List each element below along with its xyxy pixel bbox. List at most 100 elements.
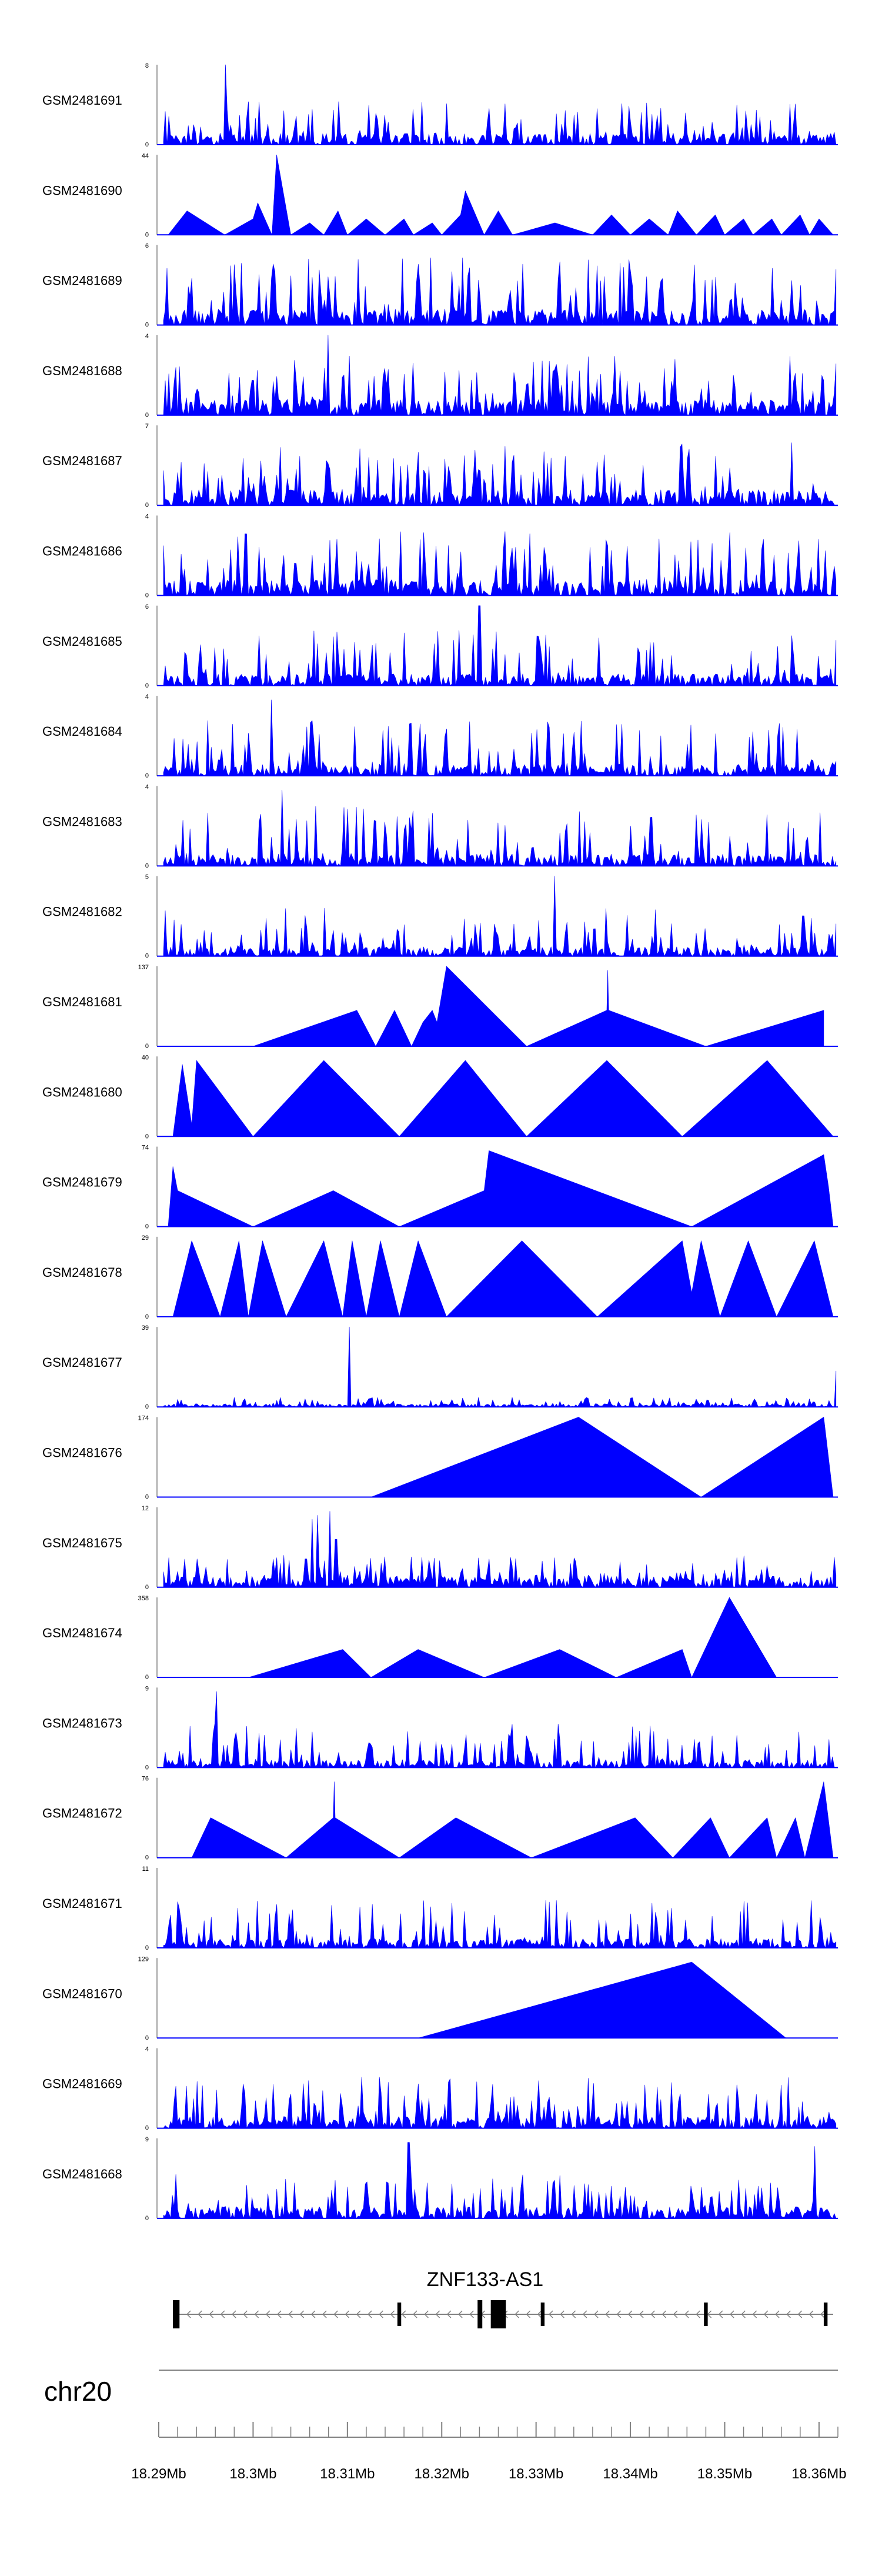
track-ymax-label: 44 (142, 152, 149, 159)
track-ymin-label: 0 (145, 2034, 149, 2041)
coverage-area (163, 2142, 837, 2219)
strand-arrow (209, 2310, 214, 2318)
strand-arrow (345, 2310, 350, 2318)
track-label: GSM2481669 (42, 2077, 122, 2091)
tick-label: 18.35Mb (697, 2466, 752, 2482)
track-ymax-label: 9 (145, 1685, 149, 1692)
strand-arrow (605, 2310, 610, 2318)
track-ymin-label: 0 (145, 1133, 149, 1140)
track-GSM2481679: GSM2481679 74 0 (42, 1144, 838, 1230)
track-GSM2481683: GSM2481683 4 0 (42, 783, 838, 869)
strand-arrow (446, 2310, 452, 2318)
track-ymin-label: 0 (145, 1764, 149, 1771)
track-GSM2481678: GSM2481678 29 0 (42, 1234, 838, 1320)
strand-arrow (639, 2310, 644, 2318)
track-ymax-label: 4 (145, 333, 149, 340)
strand-arrow (707, 2310, 712, 2318)
track-GSM2481680: GSM2481680 40 0 (42, 1054, 838, 1140)
track-label: GSM2481691 (42, 93, 122, 108)
coverage-area (163, 1691, 837, 1768)
track-ymax-label: 8 (145, 62, 149, 69)
track-GSM2481691: GSM2481691 8 0 (42, 62, 838, 148)
coverage-area (163, 258, 837, 325)
tick-label: 18.33Mb (509, 2466, 563, 2482)
track-GSM2481670: GSM2481670 129 0 (42, 1956, 838, 2041)
track-ymin-label: 0 (145, 1403, 149, 1410)
strand-arrow (514, 2310, 519, 2318)
track-label: GSM2481675 (42, 1536, 122, 1550)
track-ymin-label: 0 (145, 1043, 149, 1050)
track-GSM2481673: GSM2481673 9 0 (42, 1685, 838, 1771)
coverage-area (248, 1597, 777, 1678)
track-label: GSM2481673 (42, 1716, 122, 1730)
track-ymin-label: 0 (145, 953, 149, 960)
exon (490, 2300, 506, 2328)
coverage-area (163, 605, 837, 686)
strand-arrow (333, 2310, 338, 2318)
strand-arrow (277, 2310, 282, 2318)
coverage-area (172, 1060, 834, 1137)
coverage-area (168, 155, 834, 235)
strand-arrow (186, 2310, 191, 2318)
strand-arrow (368, 2310, 372, 2318)
exon (704, 2303, 708, 2326)
track-ymax-label: 9 (145, 2136, 149, 2143)
track-ymin-label: 0 (145, 2125, 149, 2132)
strand-arrow (808, 2310, 814, 2318)
strand-arrow (616, 2310, 622, 2318)
tick-label: 18.29Mb (131, 2466, 186, 2482)
axis-ticks: 18.29Mb 18.3Mb 18.31Mb 18.32Mb 18.33Mb 18.34M… (131, 2422, 847, 2482)
track-ymax-label: 5 (145, 874, 149, 881)
coverage-area (163, 1511, 837, 1588)
track-ymin-label: 0 (145, 231, 149, 238)
track-GSM2481687: GSM2481687 7 0 (42, 423, 838, 509)
strand-arrow (220, 2310, 225, 2318)
track-ymax-label: 7 (145, 423, 149, 430)
strand-arrow (730, 2310, 734, 2318)
track-ymin-label: 0 (145, 772, 149, 779)
track-ymin-label: 0 (145, 141, 149, 148)
strand-arrow (673, 2310, 678, 2318)
track-ymax-label: 6 (145, 603, 149, 610)
strand-arrow (526, 2310, 531, 2318)
coverage-area (163, 699, 837, 776)
strand-arrow (232, 2310, 236, 2318)
coverage-area (163, 335, 837, 416)
coverage-area (163, 1900, 837, 1948)
coverage-area (168, 1150, 834, 1227)
track-label: GSM2481683 (42, 814, 122, 829)
track-GSM2481690: GSM2481690 44 0 (42, 152, 838, 238)
strand-arrow (356, 2310, 361, 2318)
track-ymin-label: 0 (145, 862, 149, 869)
track-GSM2481688: GSM2481688 4 0 (42, 333, 838, 419)
track-label: GSM2481677 (42, 1355, 122, 1370)
track-ymin-label: 0 (145, 1584, 149, 1591)
track-ymin-label: 0 (145, 502, 149, 509)
strand-arrow (322, 2310, 327, 2318)
strand-arrow (549, 2310, 553, 2318)
track-ymax-label: 39 (142, 1324, 149, 1332)
track-ymin-label: 0 (145, 2215, 149, 2222)
track-label: GSM2481671 (42, 1896, 122, 1911)
track-GSM2481686: GSM2481686 4 0 (42, 513, 838, 599)
track-GSM2481669: GSM2481669 4 0 (42, 2046, 838, 2132)
coverage-area (163, 1326, 837, 1407)
track-ymin-label: 0 (145, 1944, 149, 1951)
track-ymax-label: 4 (145, 783, 149, 790)
track-label: GSM2481681 (42, 995, 122, 1009)
tick-label: 18.32Mb (415, 2466, 469, 2482)
track-label: GSM2481682 (42, 905, 122, 919)
track-GSM2481685: GSM2481685 6 0 (42, 603, 838, 689)
coverage-area (163, 442, 837, 506)
track-ymin-label: 0 (145, 1223, 149, 1230)
track-GSM2481676: GSM2481676 174 0 (42, 1415, 838, 1501)
track-label: GSM2481679 (42, 1175, 122, 1190)
coverage-area (163, 531, 837, 596)
gene-model (173, 2300, 833, 2328)
exon (477, 2300, 483, 2328)
track-GSM2481672: GSM2481672 76 0 (42, 1776, 838, 1861)
coverage-area (163, 876, 837, 956)
track-label: GSM2481672 (42, 1806, 122, 1821)
track-label: GSM2481685 (42, 634, 122, 649)
track-ymax-label: 29 (142, 1234, 149, 1242)
